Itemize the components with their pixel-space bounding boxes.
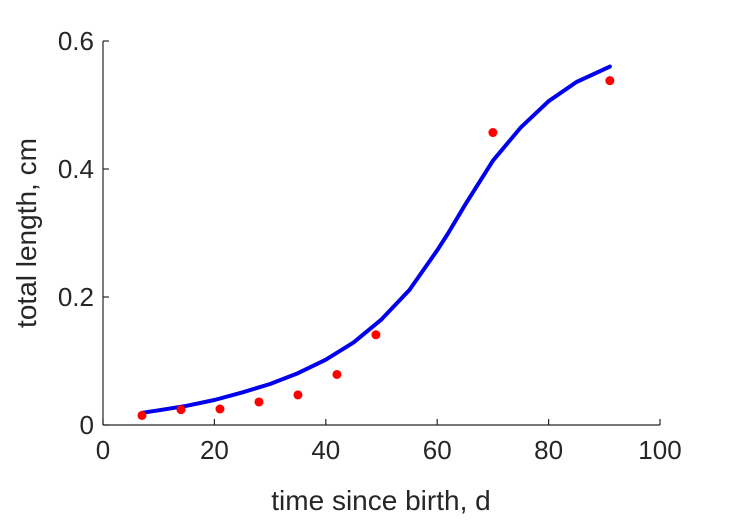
data-point xyxy=(137,410,147,420)
y-tick-label: 0 xyxy=(80,410,94,440)
y-tick-label: 0.6 xyxy=(58,26,94,56)
data-point xyxy=(332,369,342,379)
x-tick-label: 20 xyxy=(200,435,229,465)
data-point xyxy=(176,405,186,415)
data-point xyxy=(371,330,381,340)
fit-curve xyxy=(140,64,612,415)
data-point xyxy=(293,390,303,400)
data-point xyxy=(605,76,615,86)
data-point xyxy=(488,128,498,138)
y-tick-label: 0.2 xyxy=(58,282,94,312)
data-point xyxy=(215,404,225,414)
tick-labels: 0 20 40 60 80 100 0 0.2 0.4 0.6 xyxy=(58,26,682,465)
y-axis-label: total length, cm xyxy=(11,138,42,328)
x-tick-label: 60 xyxy=(423,435,452,465)
y-tick-label: 0.4 xyxy=(58,154,94,184)
x-tick-label: 40 xyxy=(311,435,340,465)
data-point xyxy=(254,397,264,407)
x-tick-label: 0 xyxy=(96,435,110,465)
axes xyxy=(102,40,661,426)
x-tick-label: 100 xyxy=(638,435,681,465)
series-layer xyxy=(137,64,615,420)
x-axis-label: time since birth, d xyxy=(271,485,490,516)
x-tick-label: 80 xyxy=(534,435,563,465)
